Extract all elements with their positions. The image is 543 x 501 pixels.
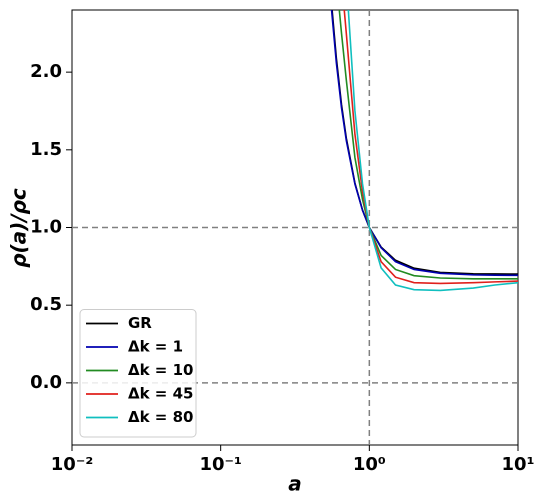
- legend-label: Δk = 80: [128, 408, 193, 426]
- series-line: [330, 10, 518, 277]
- y-tick-label: 0.5: [30, 294, 62, 315]
- plot-area: [72, 10, 518, 445]
- series-line: [331, 10, 518, 275]
- x-axis-label: a: [288, 472, 302, 496]
- y-tick-label: 2.0: [30, 61, 62, 82]
- x-tick-label: 10⁻¹: [199, 454, 241, 475]
- series-line: [347, 10, 518, 292]
- series-line: [338, 10, 518, 280]
- y-tick-label: 1.5: [30, 139, 62, 160]
- legend-label: Δk = 45: [128, 385, 193, 403]
- y-tick-label: 0.0: [30, 372, 62, 393]
- legend-label: Δk = 1: [128, 338, 183, 356]
- legend-box: [79, 309, 197, 438]
- legend-label: GR: [128, 314, 152, 332]
- x-tick-label: 10⁻²: [51, 454, 93, 475]
- y-axis-label: ρ(a)/ρc: [7, 188, 31, 268]
- y-tick-label: 1.0: [30, 217, 62, 238]
- x-tick-label: 10⁰: [353, 454, 386, 475]
- x-tick-label: 10¹: [502, 454, 535, 475]
- legend-label: Δk = 10: [128, 361, 193, 379]
